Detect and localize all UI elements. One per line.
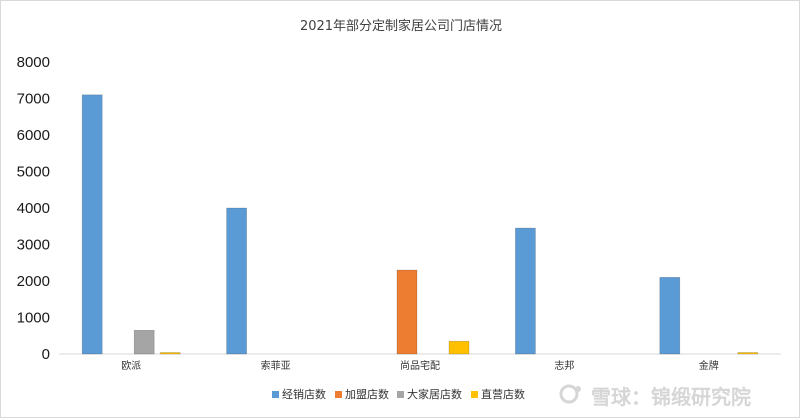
legend-label: 加盟店数 bbox=[345, 387, 389, 401]
bar bbox=[133, 329, 155, 355]
y-tick-label: 5000 bbox=[17, 164, 50, 181]
bar bbox=[659, 277, 681, 355]
y-tick-label: 2000 bbox=[17, 273, 50, 290]
x-tick-label: 尚品宅配 bbox=[400, 359, 440, 372]
y-tick-label: 8000 bbox=[17, 54, 50, 71]
y-tick-label: 4000 bbox=[17, 200, 50, 217]
watermark: 雪球：锦缎研究院 bbox=[559, 384, 751, 409]
legend-swatch bbox=[272, 391, 279, 398]
bar bbox=[81, 94, 103, 355]
legend-label: 大家居店数 bbox=[407, 387, 462, 401]
y-tick-label: 1000 bbox=[17, 310, 50, 327]
legend-label: 直营店数 bbox=[481, 387, 525, 401]
bar bbox=[159, 352, 181, 355]
chart-title: 2021年部分定制家居公司门店情况 bbox=[300, 18, 502, 34]
legend-swatch bbox=[471, 391, 478, 398]
bar bbox=[226, 207, 247, 355]
legend-swatch bbox=[397, 391, 404, 398]
snowball-logo-icon bbox=[559, 384, 581, 404]
watermark-text: 雪球：锦缎研究院 bbox=[591, 385, 751, 409]
bar bbox=[737, 352, 759, 355]
y-tick-label: 0 bbox=[42, 346, 50, 363]
x-tick-label: 欧派 bbox=[121, 360, 141, 372]
bar bbox=[396, 269, 418, 355]
x-tick-label: 志邦 bbox=[554, 359, 574, 372]
bar bbox=[515, 227, 536, 355]
y-tick-label: 3000 bbox=[17, 237, 50, 254]
y-tick-label: 7000 bbox=[17, 91, 50, 108]
y-tick-label: 6000 bbox=[17, 127, 50, 144]
legend-label: 经销店数 bbox=[282, 387, 326, 401]
bars bbox=[81, 94, 759, 355]
legend-swatch bbox=[335, 391, 342, 398]
x-axis: 欧派 索菲亚 尚品宅配 志邦 金牌 bbox=[121, 359, 719, 372]
legend: 经销店数 加盟店数 大家居店数 直营店数 bbox=[272, 387, 525, 401]
y-axis: 0 1000 2000 3000 4000 5000 6000 7000 8000 bbox=[17, 54, 50, 363]
x-tick-label: 金牌 bbox=[699, 359, 719, 372]
x-tick-label: 索菲亚 bbox=[261, 359, 291, 372]
bar bbox=[448, 340, 470, 355]
